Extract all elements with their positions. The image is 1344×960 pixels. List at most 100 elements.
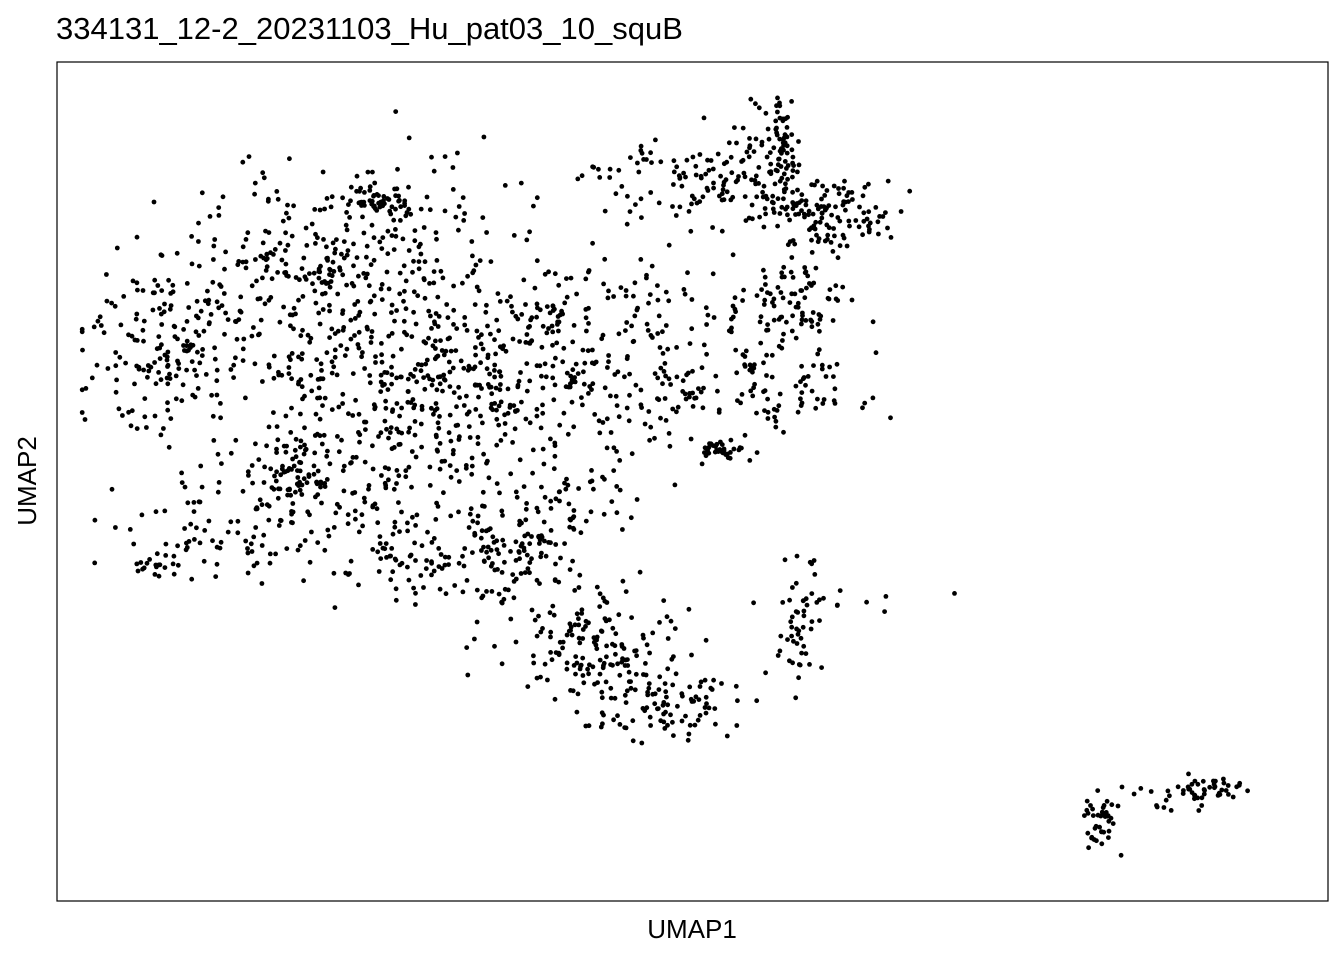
scatter-point: [679, 718, 685, 724]
scatter-point: [734, 370, 740, 376]
scatter-point: [207, 214, 213, 219]
scatter-point: [808, 626, 814, 632]
scatter-point: [633, 382, 639, 388]
scatter-point: [576, 585, 582, 590]
scatter-point: [754, 410, 759, 416]
scatter-point: [626, 679, 632, 684]
scatter-point: [790, 206, 796, 212]
scatter-point: [379, 359, 385, 365]
scatter-point: [689, 326, 695, 332]
scatter-point: [782, 189, 787, 195]
scatter-point: [583, 315, 589, 321]
scatter-point: [500, 513, 505, 518]
scatter-point: [629, 451, 635, 457]
scatter-point: [796, 139, 801, 144]
scatter-point: [548, 436, 553, 442]
scatter-point: [636, 169, 642, 175]
scatter-point: [294, 481, 300, 487]
scatter-point: [711, 677, 716, 683]
scatter-point: [682, 291, 688, 297]
scatter-point: [170, 289, 176, 295]
scatter-point: [606, 359, 611, 365]
scatter-point: [284, 546, 290, 551]
scatter-point: [156, 573, 162, 579]
scatter-point: [196, 333, 202, 338]
scatter-point: [393, 109, 399, 114]
scatter-point: [556, 650, 562, 656]
scatter-point: [688, 436, 694, 442]
scatter-point: [505, 410, 511, 416]
scatter-point: [379, 297, 385, 302]
scatter-point: [397, 413, 402, 419]
scatter-point: [509, 303, 514, 309]
scatter-point: [433, 311, 439, 316]
scatter-point: [527, 420, 533, 426]
scatter-point: [391, 247, 397, 253]
scatter-point: [355, 342, 361, 347]
scatter-point: [173, 373, 179, 379]
scatter-point: [289, 233, 295, 239]
scatter-point: [796, 675, 801, 681]
scatter-point: [492, 362, 498, 368]
scatter-point: [674, 164, 680, 170]
scatter-point: [562, 541, 567, 546]
scatter-point: [596, 418, 602, 424]
scatter-point: [424, 558, 429, 563]
scatter-point: [353, 397, 358, 403]
scatter-point: [503, 348, 509, 354]
scatter-point: [274, 469, 279, 475]
scatter-point: [505, 386, 511, 392]
scatter-point: [553, 496, 559, 502]
scatter-point: [421, 585, 426, 590]
scatter-point: [799, 208, 804, 214]
scatter-point: [410, 397, 416, 402]
scatter-point: [405, 376, 411, 382]
scatter-point: [425, 373, 431, 379]
scatter-point: [540, 446, 546, 452]
scatter-point: [772, 181, 778, 187]
scatter-point: [556, 282, 562, 288]
scatter-point: [460, 195, 466, 201]
scatter-point: [575, 691, 581, 697]
scatter-point: [174, 250, 180, 256]
scatter-point: [461, 563, 467, 569]
scatter-point: [276, 523, 282, 528]
scatter-point: [809, 591, 815, 596]
scatter-point: [210, 538, 215, 544]
scatter-point: [189, 359, 195, 364]
scatter-point: [367, 184, 373, 190]
scatter-point: [464, 393, 469, 399]
scatter-point: [307, 559, 313, 565]
scatter-point: [754, 698, 760, 704]
scatter-point: [1082, 813, 1087, 818]
scatter-point: [849, 297, 855, 303]
scatter-point: [283, 469, 288, 475]
scatter-point: [488, 547, 494, 553]
scatter-point: [779, 204, 785, 210]
scatter-point: [382, 480, 388, 486]
scatter-point: [447, 463, 453, 468]
scatter-point: [196, 263, 202, 269]
scatter-point: [443, 591, 449, 597]
scatter-point: [316, 385, 322, 391]
scatter-point: [607, 175, 613, 180]
scatter-point: [549, 323, 555, 329]
scatter-point: [814, 178, 820, 184]
scatter-point: [690, 404, 696, 409]
scatter-point: [380, 235, 386, 241]
scatter-point: [337, 265, 342, 271]
scatter-point: [171, 571, 177, 577]
scatter-point: [349, 281, 355, 286]
scatter-point: [264, 264, 270, 270]
scatter-point: [581, 381, 587, 387]
scatter-point: [499, 508, 505, 514]
scatter-point: [760, 189, 765, 195]
scatter-point: [372, 501, 378, 507]
scatter-point: [820, 183, 825, 189]
scatter-point: [1154, 804, 1160, 810]
scatter-point: [620, 578, 626, 584]
scatter-point: [888, 235, 894, 240]
scatter-point: [538, 629, 544, 635]
scatter-point: [113, 525, 118, 530]
scatter-point: [486, 475, 492, 481]
